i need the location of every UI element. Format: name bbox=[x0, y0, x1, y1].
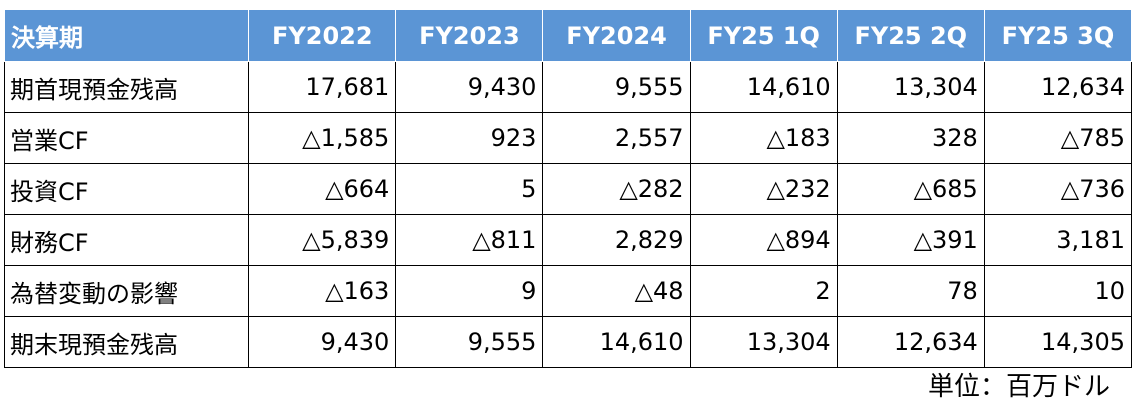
header-fy25-1q: FY25 1Q bbox=[689, 9, 838, 62]
table-row: 為替変動の影響 △163 9 △48 2 78 10 bbox=[3, 265, 1133, 317]
row-label: 財務CF bbox=[3, 214, 250, 266]
row-label: 投資CF bbox=[3, 163, 250, 215]
table-cell: 9 bbox=[395, 265, 544, 317]
table-cell: 3,181 bbox=[983, 214, 1133, 266]
row-label: 期首現預金残高 bbox=[3, 61, 250, 113]
table-cell: 2 bbox=[689, 265, 838, 317]
table-row: 営業CF △1,585 923 2,557 △183 328 △785 bbox=[3, 112, 1133, 164]
table-cell: 9,430 bbox=[248, 316, 397, 368]
table-cell: 78 bbox=[836, 265, 985, 317]
header-fy25-2q: FY25 2Q bbox=[836, 9, 985, 62]
table-cell: 17,681 bbox=[248, 61, 397, 113]
table-cell: △391 bbox=[836, 214, 985, 266]
table-cell: 328 bbox=[836, 112, 985, 164]
table-cell: △685 bbox=[836, 163, 985, 215]
table-cell: 9,555 bbox=[395, 316, 544, 368]
table-row: 期首現預金残高 17,681 9,430 9,555 14,610 13,304… bbox=[3, 61, 1133, 113]
table-cell: 923 bbox=[395, 112, 544, 164]
header-fiscal-period: 決算期 bbox=[3, 9, 250, 62]
table-cell: 14,305 bbox=[983, 316, 1133, 368]
header-fy2024: FY2024 bbox=[542, 9, 691, 62]
table-cell: 9,430 bbox=[395, 61, 544, 113]
table-cell: △785 bbox=[983, 112, 1133, 164]
table-cell: △183 bbox=[689, 112, 838, 164]
row-label: 営業CF bbox=[3, 112, 250, 164]
header-row: 決算期 FY2022 FY2023 FY2024 FY25 1Q FY25 2Q… bbox=[3, 9, 1133, 62]
row-label: 期末現預金残高 bbox=[3, 316, 250, 368]
table-cell: 5 bbox=[395, 163, 544, 215]
table-cell: △811 bbox=[395, 214, 544, 266]
table-cell: 13,304 bbox=[836, 61, 985, 113]
table-cell: △664 bbox=[248, 163, 397, 215]
unit-note: 単位：百万ドル bbox=[927, 372, 1110, 402]
cash-flow-table: 決算期 FY2022 FY2023 FY2024 FY25 1Q FY25 2Q… bbox=[3, 9, 1133, 368]
row-label: 為替変動の影響 bbox=[3, 265, 250, 317]
cash-flow-table-container: 決算期 FY2022 FY2023 FY2024 FY25 1Q FY25 2Q… bbox=[3, 9, 1133, 368]
header-fy25-3q: FY25 3Q bbox=[983, 9, 1133, 62]
table-cell: 2,829 bbox=[542, 214, 691, 266]
table-cell: 12,634 bbox=[836, 316, 985, 368]
table-row: 投資CF △664 5 △282 △232 △685 △736 bbox=[3, 163, 1133, 215]
table-cell: 10 bbox=[983, 265, 1133, 317]
table-cell: △48 bbox=[542, 265, 691, 317]
table-cell: △1,585 bbox=[248, 112, 397, 164]
table-cell: 14,610 bbox=[689, 61, 838, 113]
table-cell: 14,610 bbox=[542, 316, 691, 368]
table-row: 財務CF △5,839 △811 2,829 △894 △391 3,181 bbox=[3, 214, 1133, 266]
table-cell: 13,304 bbox=[689, 316, 838, 368]
table-cell: △894 bbox=[689, 214, 838, 266]
header-fy2022: FY2022 bbox=[248, 9, 397, 62]
table-row: 期末現預金残高 9,430 9,555 14,610 13,304 12,634… bbox=[3, 316, 1133, 368]
header-fy2023: FY2023 bbox=[395, 9, 544, 62]
table-cell: △736 bbox=[983, 163, 1133, 215]
table-cell: 12,634 bbox=[983, 61, 1133, 113]
table-cell: △282 bbox=[542, 163, 691, 215]
table-cell: △232 bbox=[689, 163, 838, 215]
table-cell: △5,839 bbox=[248, 214, 397, 266]
table-cell: 9,555 bbox=[542, 61, 691, 113]
table-cell: 2,557 bbox=[542, 112, 691, 164]
table-cell: △163 bbox=[248, 265, 397, 317]
